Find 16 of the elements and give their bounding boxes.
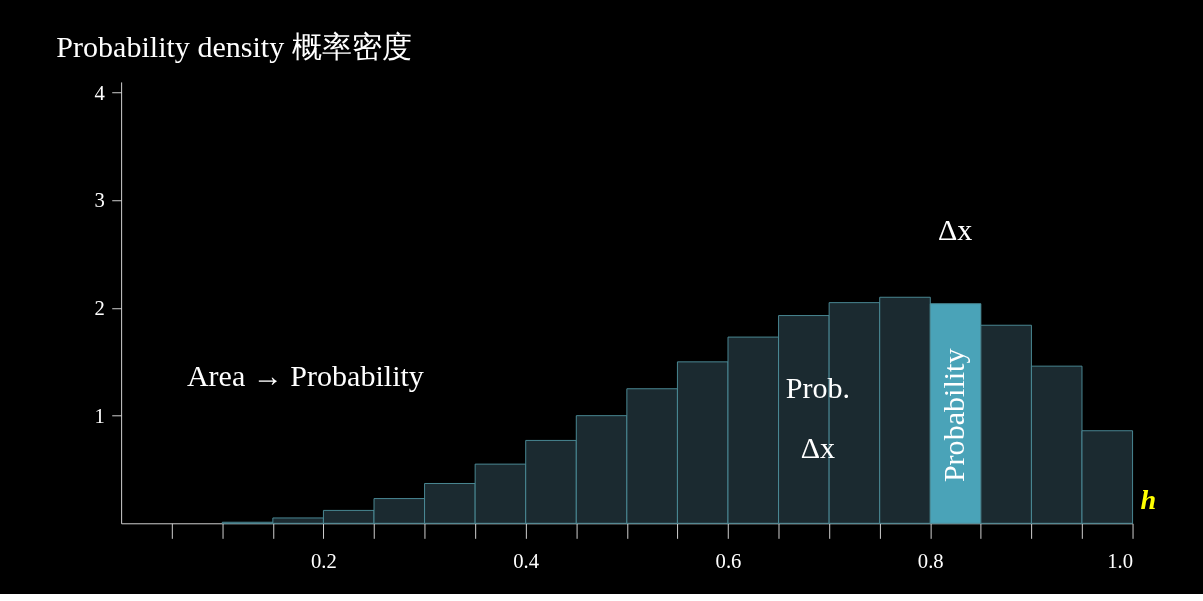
annotation: Probability <box>937 348 972 483</box>
x-tick-label: 0.2 <box>310 549 337 572</box>
y-tick-label: 3 <box>94 189 105 212</box>
y-tick-label: 4 <box>94 81 105 104</box>
y-tick-label: 2 <box>94 297 105 320</box>
annotation: Δx <box>937 212 973 247</box>
x-tick-label: 1.0 <box>1107 549 1134 572</box>
annotation: Δx <box>800 430 836 465</box>
x-tick-label: 0.8 <box>917 549 944 572</box>
x-tick-label: 0.6 <box>715 549 742 572</box>
x-axis-title: h <box>1140 483 1157 515</box>
chart-title: Probability density 概率密度 <box>56 29 412 64</box>
x-tick-label: 0.4 <box>513 549 540 572</box>
annotation: Area → Probability <box>186 359 424 394</box>
annotation: Prob. <box>785 371 851 406</box>
y-tick-label: 1 <box>94 404 105 427</box>
